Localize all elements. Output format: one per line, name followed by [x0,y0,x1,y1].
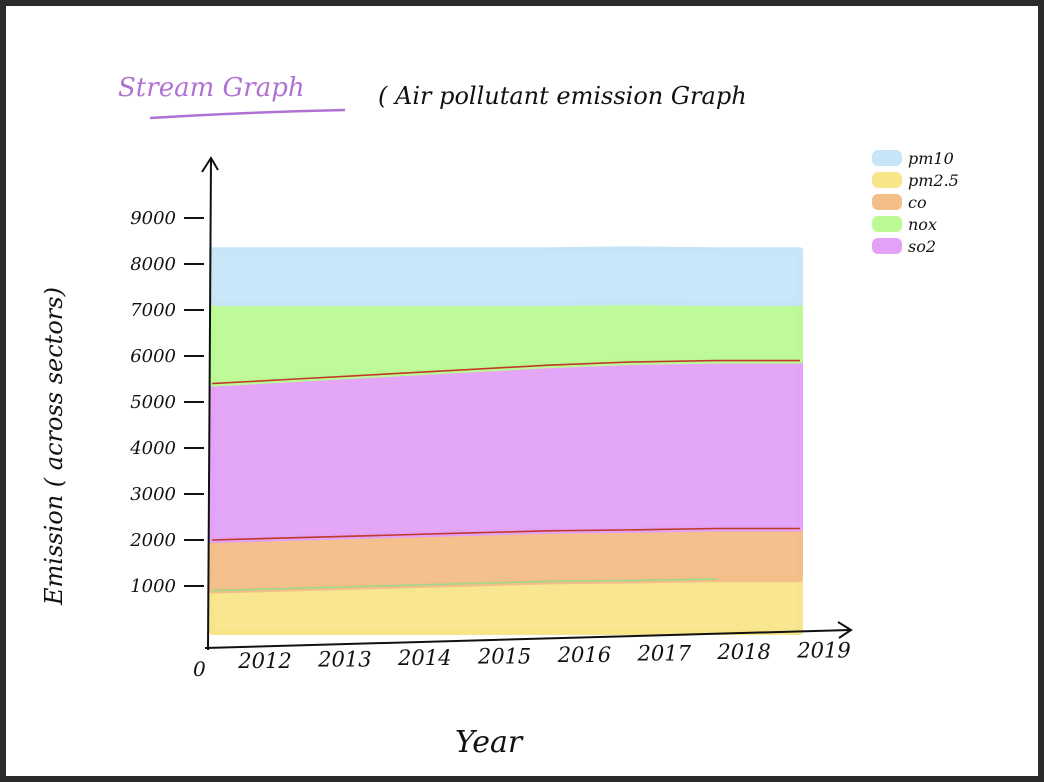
y-tick-label: 7000 [130,300,176,321]
chart-subtitle: ( Air pollutant emission Graph [378,82,747,110]
y-axis-arrow [201,156,219,173]
x-tick-label: 2012 [237,649,291,673]
x-tick-labels: 2012 2013 2014 2015 2016 2017 2018 2019 [237,639,850,674]
so2-top-boundary [211,359,800,385]
so2-bottom-boundary [211,527,800,541]
legend-swatch-pm10 [872,150,902,166]
x-tick-label: 2018 [716,640,770,664]
y-axis-line [207,157,212,651]
x-tick-label: 2019 [796,639,850,663]
layer-so2 [209,357,803,543]
y-tick-label: 2000 [129,530,176,551]
x-tick-label: 2014 [397,646,451,670]
y-tick-label: 5000 [130,392,176,413]
y-tick-label: 6000 [130,346,176,367]
legend-swatch-so2 [872,238,902,254]
y-tick-label: 8000 [130,254,176,275]
y-tick-label: 9000 [130,208,176,229]
y-tick-label: 4000 [129,438,176,459]
y-tick-label: 1000 [130,576,176,597]
legend-label-pm10: pm10 [908,149,954,168]
x-axis-title: Year [455,725,524,760]
legend-label-so2: so2 [908,237,936,256]
legend-swatch-pm25 [872,172,902,188]
x-tick-label: 2017 [637,642,692,666]
chart-legend: pm10 pm2.5 co nox so2 [872,149,959,256]
legend-label-nox: nox [908,215,937,234]
legend-label-co: co [908,193,927,212]
legend-swatch-nox [872,216,902,232]
legend-label-pm25: pm2.5 [908,171,959,190]
pm25-top-boundary [211,578,717,592]
chart-title: Stream Graph [118,73,305,103]
x-tick-label: 2015 [477,645,531,669]
stream-layers [209,246,803,635]
layer-pm10 [209,246,803,307]
x-zero-label: 0 [193,657,206,681]
y-axis-title: Emission ( across sectors) [40,287,68,606]
title-underline [149,108,346,120]
x-tick-label: 2016 [557,643,611,667]
x-axis-arrow [837,621,853,639]
y-ticks: 1000 2000 3000 4000 5000 6000 7000 8000 9000 [129,208,204,597]
x-axis-line [204,629,851,649]
x-tick-label: 2013 [317,648,371,672]
y-tick-label: 3000 [130,484,176,505]
legend-swatch-co [872,194,902,210]
